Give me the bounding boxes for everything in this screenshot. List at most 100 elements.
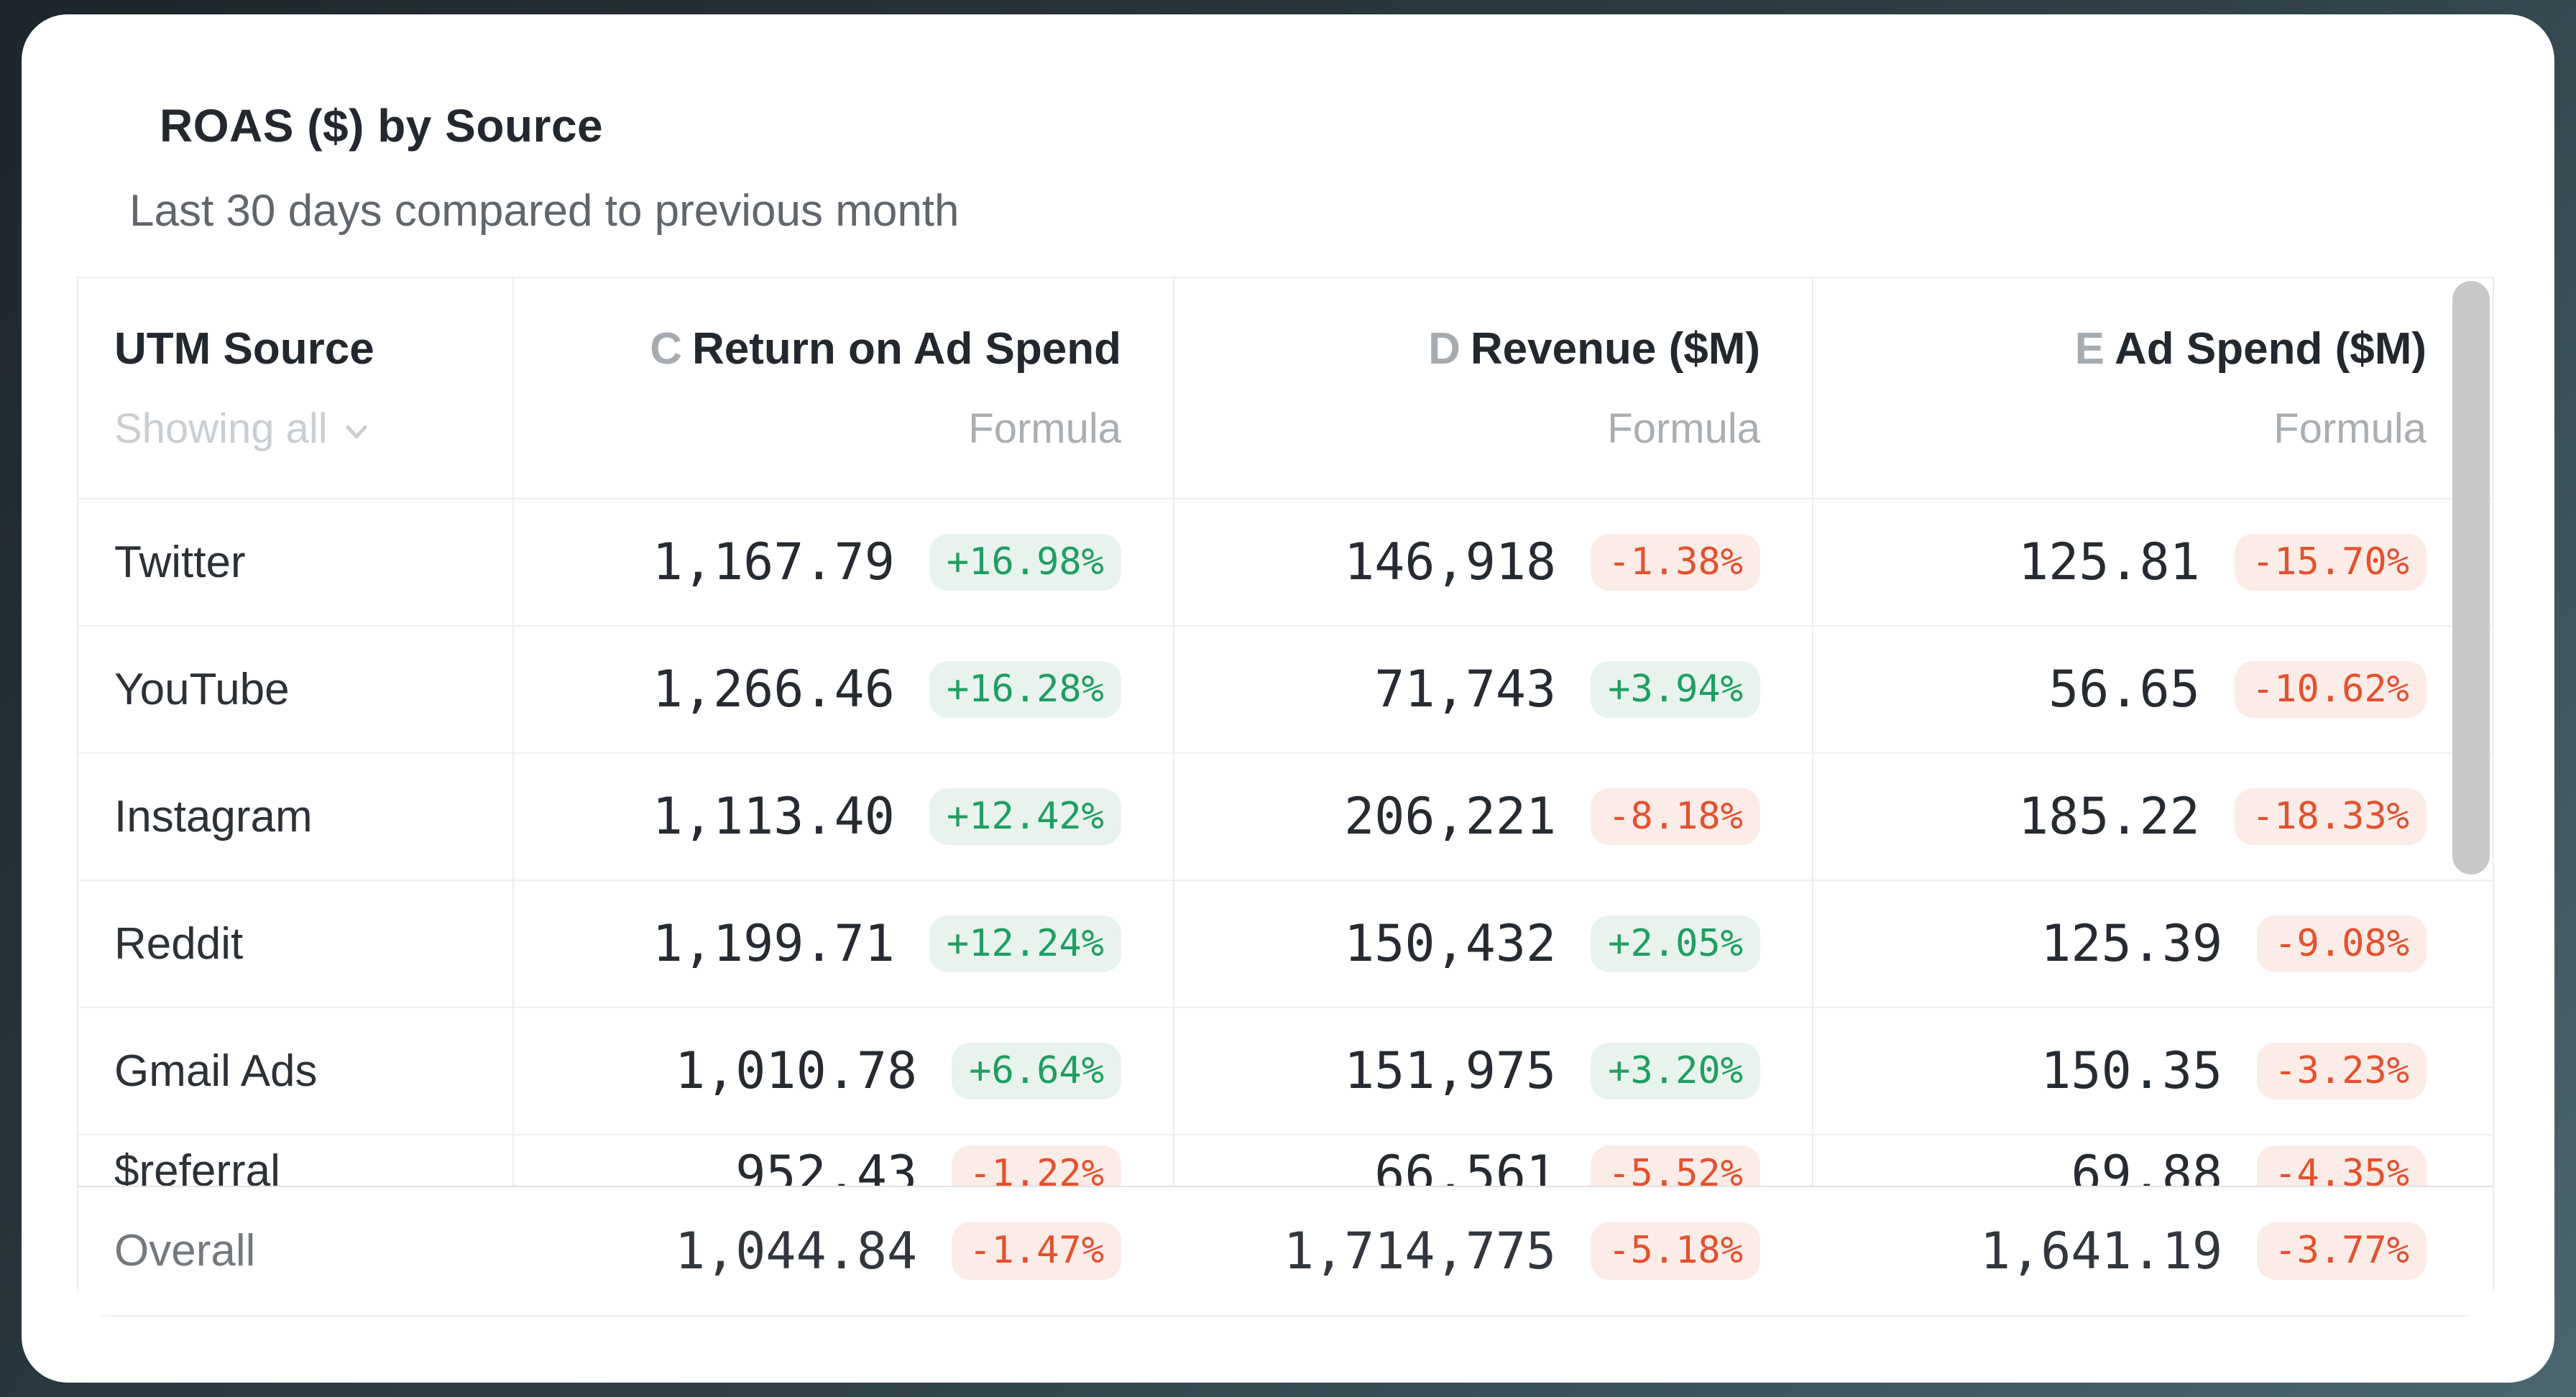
delta-badge: +12.42%	[929, 788, 1121, 846]
delta-badge: -1.22%	[952, 1145, 1121, 1186]
row-label-cell[interactable]: Twitter	[78, 499, 512, 625]
value-cell[interactable]: 1,167.79 +16.98%	[512, 499, 1173, 625]
column-title: C Return on Ad Spend	[650, 324, 1121, 374]
delta-badge: -4.35%	[2257, 1145, 2426, 1186]
delta-badge: -8.18%	[1591, 788, 1760, 846]
row-label: Gmail Ads	[114, 1046, 318, 1096]
delta-badge: -15.70%	[2234, 533, 2426, 591]
table-row-twitter: Twitter 1,167.79 +16.98% 146,918 -1.38% 125.8…	[78, 499, 2493, 627]
cell-value: 125.81	[2018, 532, 2200, 592]
cell-value: 952.43	[735, 1145, 918, 1186]
cell-value: 125.39	[2041, 914, 2223, 974]
value-cell[interactable]: 71,743 +3.94%	[1173, 627, 1812, 752]
value-cell[interactable]: 151,975 +3.20%	[1173, 1008, 1812, 1134]
cell-value: 1,714,775	[1283, 1221, 1557, 1281]
delta-badge: +2.05%	[1591, 915, 1760, 973]
cell-value: 71,743	[1374, 660, 1557, 719]
cell-value: 1,167.79	[652, 532, 895, 592]
footer-row-label: Overall	[114, 1226, 256, 1276]
column-letter: E	[2074, 324, 2105, 374]
value-cell[interactable]: 1,199.71 +12.24%	[512, 881, 1173, 1007]
source-filter-dropdown[interactable]: Showing all	[114, 405, 372, 453]
delta-badge: -5.18%	[1591, 1222, 1760, 1280]
value-cell[interactable]: 146,918 -1.38%	[1173, 499, 1812, 625]
cell-value: 1,641.19	[1980, 1221, 2223, 1281]
value-cell[interactable]: 206,221 -8.18%	[1173, 754, 1812, 880]
delta-badge: -3.23%	[2257, 1042, 2426, 1100]
cell-value: 151,975	[1344, 1041, 1557, 1101]
scrollbar-thumb[interactable]	[2452, 281, 2490, 875]
row-label-cell[interactable]: Reddit	[78, 881, 512, 1007]
card-header: ROAS ($) by Source Last 30 days compared…	[22, 14, 2554, 236]
value-cell[interactable]: 1,010.78 +6.64%	[512, 1008, 1173, 1134]
table-row-youtube: YouTube 1,266.46 +16.28% 71,743 +3.94% 56.65-…	[78, 627, 2493, 754]
delta-badge: +6.64%	[952, 1042, 1121, 1100]
page-subtitle: Last 30 days compared to previous month	[129, 186, 960, 236]
footer-label-cell: Overall	[78, 1187, 512, 1315]
value-cell[interactable]: 66,561 -5.52%	[1173, 1135, 1812, 1186]
column-header-return-on-ad-spend[interactable]: C Return on Ad Spend Formula	[512, 278, 1173, 498]
delta-badge: -3.77%	[2257, 1222, 2426, 1280]
delta-badge: +16.28%	[929, 660, 1121, 719]
row-label: Instagram	[114, 791, 313, 842]
source-filter-label: Showing all	[114, 405, 328, 452]
cell-value: 69.88	[2071, 1145, 2223, 1186]
utm-source-label: UTM Source	[114, 324, 374, 374]
delta-badge: -10.62%	[2234, 660, 2426, 719]
cell-value: 150,432	[1344, 914, 1557, 974]
table-row-reddit: Reddit 1,199.71 +12.24% 150,432 +2.05% 125.39…	[78, 881, 2493, 1008]
cell-value: 56.65	[2048, 660, 2200, 719]
row-label-cell[interactable]: YouTube	[78, 627, 512, 752]
column-title: D Revenue ($M)	[1428, 324, 1760, 374]
delta-badge: -9.08%	[2257, 915, 2426, 973]
cell-value: 66,561	[1374, 1145, 1557, 1186]
value-cell[interactable]: 1,266.46 +16.28%	[512, 627, 1173, 752]
value-cell[interactable]: 150,432 +2.05%	[1173, 881, 1812, 1007]
cell-value: 206,221	[1344, 787, 1557, 847]
column-subtitle-formula: Formula	[1607, 405, 1760, 452]
column-letter: C	[650, 324, 682, 374]
cell-value: 1,266.46	[652, 660, 895, 719]
value-cell[interactable]: 150.35 -3.23%	[1812, 1008, 2493, 1134]
row-label-cell[interactable]: Instagram	[78, 754, 512, 880]
table-row-gmail-ads: Gmail Ads 1,010.78 +6.64% 151,975 +3.20% 150.…	[78, 1008, 2493, 1135]
chevron-down-icon	[346, 425, 367, 438]
column-header-ad-spend-m[interactable]: E Ad Spend ($M) Formula	[1812, 278, 2493, 498]
value-cell[interactable]: 125.39 -9.08%	[1812, 881, 2493, 1007]
cell-value: 185.22	[2018, 787, 2200, 847]
value-cell[interactable]: 1,113.40 +12.42%	[512, 754, 1173, 880]
value-cell[interactable]: 125.81 -15.70%	[1812, 499, 2493, 625]
value-cell[interactable]: 185.22 -18.33%	[1812, 754, 2493, 880]
delta-badge: -18.33%	[2234, 788, 2426, 846]
roas-card: ROAS ($) by Source Last 30 days compared…	[22, 14, 2554, 1383]
table-body: Twitter 1,167.79 +16.98% 146,918 -1.38% 125.8…	[78, 499, 2493, 1186]
column-subtitle-formula: Formula	[2273, 405, 2426, 452]
cell-value: 146,918	[1344, 532, 1557, 592]
column-title: E Ad Spend ($M)	[2074, 324, 2426, 374]
column-letter: D	[1428, 324, 1460, 374]
value-cell: 1,714,775 -5.18%	[1173, 1187, 1812, 1315]
value-cell[interactable]: 952.43 -1.22%	[512, 1135, 1173, 1186]
table-row-instagram: Instagram 1,113.40 +12.42% 206,221 -8.18% 185…	[78, 754, 2493, 881]
row-label-cell[interactable]: $referral	[78, 1135, 512, 1186]
delta-badge: -1.38%	[1591, 533, 1760, 591]
delta-badge: +12.24%	[929, 915, 1121, 973]
column-subtitle-formula: Formula	[968, 405, 1121, 452]
cell-value: 1,044.84	[675, 1221, 918, 1281]
cell-value: 150.35	[2041, 1041, 2223, 1101]
cell-value: 1,199.71	[652, 914, 895, 974]
delta-badge: -5.52%	[1591, 1145, 1760, 1186]
cell-value: 1,113.40	[652, 787, 895, 847]
column-header-utm-source: UTM Source Showing all	[78, 278, 512, 498]
data-table: UTM Source Showing all C Return on Ad Spe…	[77, 277, 2494, 1317]
value-cell: 1,641.19 -3.77%	[1812, 1187, 2493, 1315]
delta-badge: -1.47%	[952, 1222, 1121, 1280]
value-cell[interactable]: 69.88 -4.35%	[1812, 1135, 2493, 1186]
page-title: ROAS ($) by Source	[160, 100, 604, 152]
row-label-cell[interactable]: Gmail Ads	[78, 1008, 512, 1134]
row-label: $referral	[114, 1146, 280, 1186]
table-row-referral: $referral 952.43 -1.22% 66,561 -5.52% 69.88 -4…	[78, 1135, 2493, 1186]
cell-value: 1,010.78	[675, 1041, 918, 1101]
value-cell[interactable]: 56.65 -10.62%	[1812, 627, 2493, 752]
column-header-revenue-m[interactable]: D Revenue ($M) Formula	[1173, 278, 1812, 498]
